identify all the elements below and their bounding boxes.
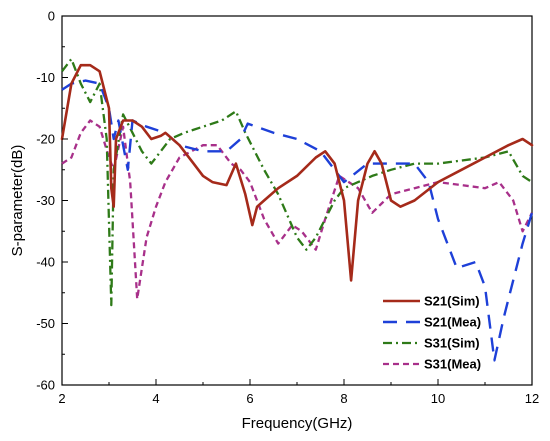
legend-label-s31-sim: S31(Sim) — [424, 336, 480, 351]
legend: S21(Sim) S21(Mea) S31(Sim) S31(Mea) — [383, 294, 481, 372]
y-tick-label: -30 — [36, 193, 55, 208]
x-tick-label: 12 — [525, 391, 539, 406]
legend-label-s21-mea: S21(Mea) — [424, 315, 481, 330]
y-axis-title: S-parameter(dB) — [9, 145, 26, 257]
y-axis: 0 -10 -20 -30 -40 -50 -60 — [36, 9, 68, 393]
x-tick-label: 2 — [58, 391, 65, 406]
x-axis-title: Frequency(GHz) — [242, 415, 353, 432]
y-tick-label: -20 — [36, 132, 55, 147]
series-line-s21-sim — [60, 63, 534, 282]
y-tick-label: -10 — [36, 70, 55, 85]
x-axis: 2 4 6 8 10 12 — [58, 379, 539, 406]
plot-area — [60, 15, 534, 386]
plot-frame — [61, 15, 533, 386]
series-line-s21-mea — [61, 79, 534, 362]
series-layer — [60, 57, 534, 362]
y-tick-label: -40 — [36, 255, 55, 270]
x-tick-label: 4 — [152, 391, 159, 406]
legend-label-s21-sim: S21(Sim) — [424, 294, 480, 309]
y-tick-label: -60 — [36, 378, 55, 393]
legend-label-s31-mea: S31(Mea) — [424, 357, 481, 372]
series-line-s31-sim — [61, 57, 533, 307]
x-tick-label: 6 — [246, 391, 253, 406]
y-tick-label: 0 — [48, 9, 55, 24]
y-tick-label: -50 — [36, 316, 55, 331]
series-line-s31-mea — [61, 119, 534, 301]
x-tick-label: 10 — [431, 391, 445, 406]
x-tick-label: 8 — [340, 391, 347, 406]
